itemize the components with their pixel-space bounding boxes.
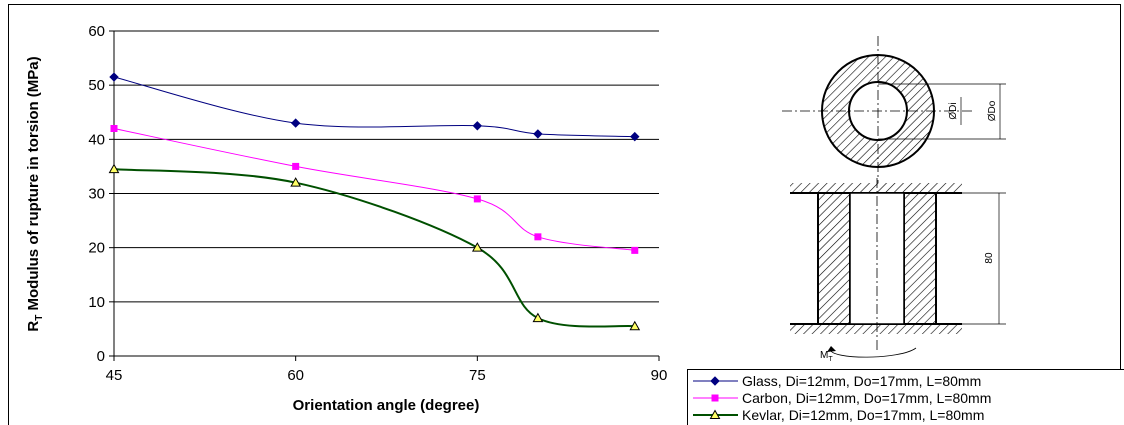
legend-label-0: Glass, Di=12mm, Do=17mm, L=80mm bbox=[742, 373, 981, 389]
outer-diameter-label: ØDo bbox=[987, 100, 998, 121]
y-tick-label: 50 bbox=[88, 77, 105, 94]
data-point-s2-4 bbox=[629, 320, 641, 331]
x-tick-label: 45 bbox=[106, 367, 123, 384]
x-tick-label: 90 bbox=[651, 367, 668, 384]
legend-label-2: Kevlar, Di=12mm, Do=17mm, L=80mm bbox=[742, 407, 984, 423]
top-fixture bbox=[790, 183, 962, 193]
torque-label-main: M bbox=[820, 350, 828, 361]
y-axis-title-subscript: T bbox=[34, 315, 45, 321]
legend-marker-2 bbox=[709, 409, 721, 419]
y-tick-label: 0 bbox=[97, 348, 105, 365]
data-point-s0-1 bbox=[290, 118, 301, 128]
tube-cross-section: ØDi ØDo bbox=[782, 36, 1006, 183]
y-tick-label: 30 bbox=[88, 186, 105, 203]
data-point-s1-4 bbox=[631, 246, 639, 254]
torque-arrowhead bbox=[827, 346, 836, 352]
y-axis-title: RT Modulus of rupture in torsion (MPa) bbox=[25, 56, 45, 331]
legend-box bbox=[687, 369, 1124, 425]
data-point-s0-2 bbox=[472, 121, 483, 131]
y-tick-label: 40 bbox=[88, 131, 105, 148]
y-tick-label: 10 bbox=[88, 294, 105, 311]
data-point-s2-1 bbox=[290, 177, 302, 187]
x-tick-label: 60 bbox=[287, 367, 304, 384]
torque-arrow bbox=[829, 347, 917, 358]
x-tick-label: 75 bbox=[469, 367, 486, 384]
series-line-1 bbox=[113, 128, 635, 251]
legend-label-1: Carbon, Di=12mm, Do=17mm, L=80mm bbox=[742, 390, 991, 406]
data-point-s2-0 bbox=[108, 163, 120, 174]
y-tick-label: 60 bbox=[88, 23, 105, 40]
legend-marker-1 bbox=[711, 394, 719, 402]
bottom-fixture bbox=[790, 324, 962, 334]
data-point-s1-2 bbox=[473, 195, 481, 203]
y-axis-title-main: R bbox=[25, 321, 42, 332]
plot-area: 0 10 20 30 40 50 60 45 60 75 90 bbox=[88, 23, 667, 384]
y-axis-title-rest: Modulus of rupture in torsion (MPa) bbox=[25, 56, 42, 314]
length-label: 80 bbox=[984, 252, 995, 264]
right-wall bbox=[903, 192, 937, 325]
data-point-s1-0 bbox=[110, 125, 118, 132]
data-point-s0-4 bbox=[630, 131, 640, 142]
torque-label: MT bbox=[820, 350, 833, 363]
data-point-s2-3 bbox=[532, 312, 544, 323]
legend-marker-0 bbox=[710, 376, 720, 386]
data-point-s0-3 bbox=[533, 129, 543, 139]
left-wall bbox=[817, 192, 851, 325]
figure-frame bbox=[8, 4, 1121, 425]
x-axis-title: Orientation angle (degree) bbox=[293, 397, 480, 414]
data-point-s1-1 bbox=[292, 162, 300, 170]
torque-label-subscript: T bbox=[828, 356, 833, 363]
series-line-2 bbox=[113, 168, 635, 328]
data-point-s2-2 bbox=[471, 242, 483, 252]
tube-side-view: 80 MT bbox=[790, 178, 1006, 363]
data-point-s1-3 bbox=[534, 233, 542, 241]
y-tick-label: 20 bbox=[88, 240, 105, 257]
inner-diameter-label: ØDi bbox=[948, 102, 959, 119]
data-point-s0-0 bbox=[109, 72, 119, 82]
series-line-0 bbox=[113, 76, 635, 138]
